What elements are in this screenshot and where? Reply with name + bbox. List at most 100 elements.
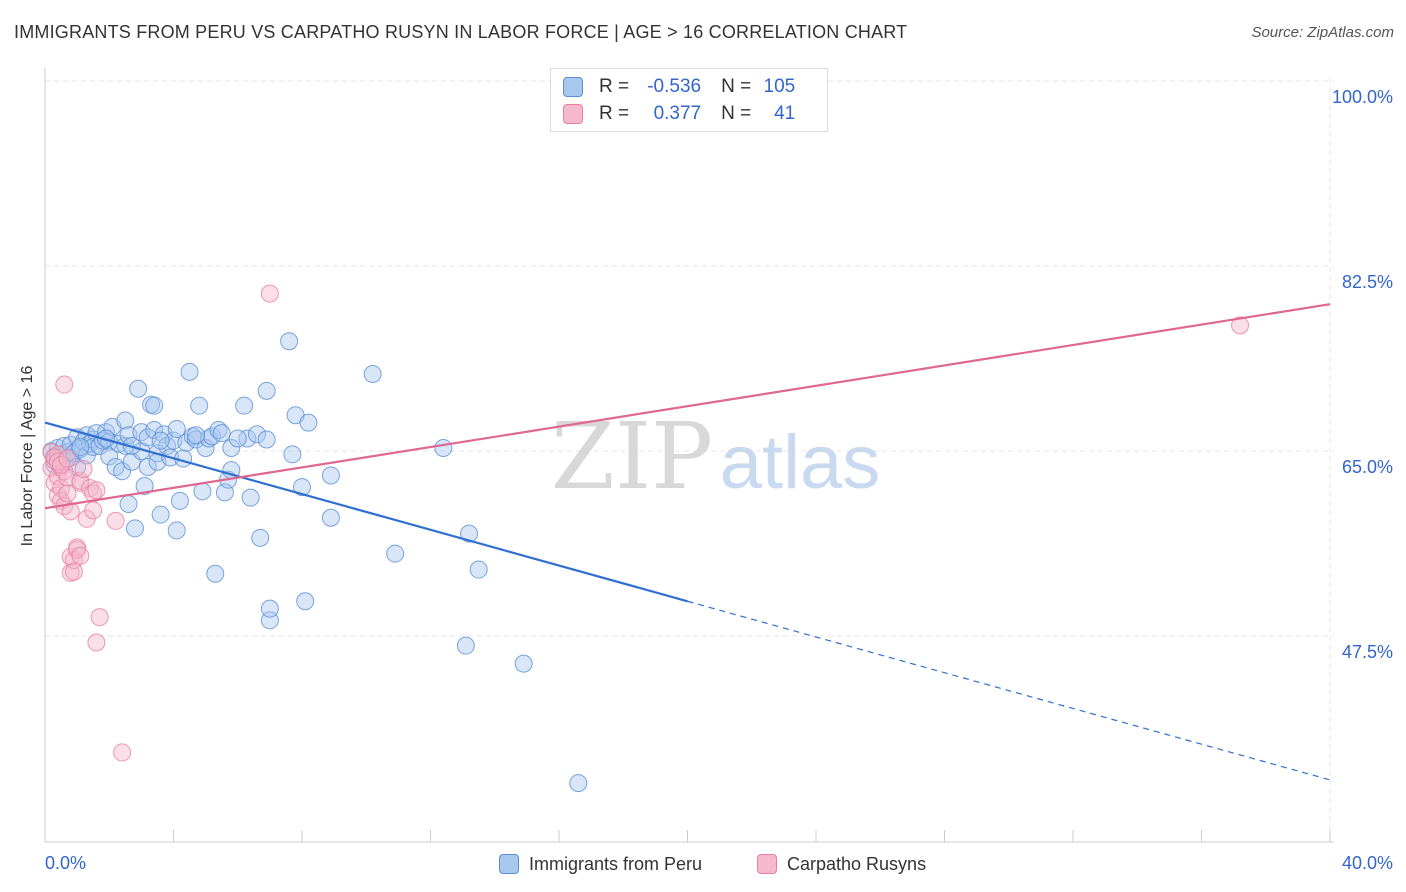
legend-r-value-peru: -0.536 — [647, 76, 702, 97]
point-rusyn — [48, 452, 67, 471]
point-peru — [170, 491, 189, 510]
point-peru — [167, 419, 186, 438]
grid-layer — [45, 78, 1334, 830]
point-peru — [116, 411, 135, 430]
point-peru — [241, 488, 260, 507]
stats-legend: R = -0.536 N = 105 R = 0.377 N = 41 — [550, 68, 828, 132]
point-rusyn — [71, 546, 90, 565]
bottom-legend-swatch-rusyn — [757, 854, 777, 874]
point-rusyn — [61, 547, 80, 566]
point-rusyn — [106, 511, 125, 530]
point-rusyn — [74, 460, 93, 479]
point-peru — [186, 426, 205, 445]
point-peru — [434, 438, 453, 457]
point-peru — [212, 424, 231, 443]
legend-n-label: N = — [721, 103, 752, 124]
point-rusyn — [84, 501, 103, 520]
source-credit: Source: ZipAtlas.com — [1251, 24, 1394, 41]
x-tick-label: 40.0% — [1342, 853, 1393, 873]
point-peru — [203, 427, 222, 446]
point-peru — [251, 528, 270, 547]
point-peru — [71, 437, 90, 456]
point-peru — [283, 445, 302, 464]
point-rusyn — [55, 375, 74, 394]
point-peru — [113, 462, 132, 481]
legend-r-label: R = — [599, 76, 630, 97]
point-peru — [257, 430, 276, 449]
point-peru — [293, 478, 311, 497]
point-peru — [257, 381, 276, 400]
point-rusyn — [52, 455, 71, 474]
point-rusyn — [84, 484, 103, 503]
bottom-legend-peru: Immigrants from Peru — [499, 852, 702, 876]
y-tick-label: 100.0% — [1332, 87, 1393, 107]
bottom-legend-swatch-peru — [499, 854, 519, 874]
point-rusyn — [113, 743, 132, 762]
point-peru — [145, 396, 164, 415]
point-peru — [138, 458, 157, 476]
point-rusyn — [58, 484, 77, 503]
point-peru — [460, 524, 479, 543]
watermark-atlas: atlas — [720, 420, 881, 505]
bottom-legend-label-rusyn: Carpatho Rusyns — [787, 853, 927, 874]
trend-line-rusyn — [44, 303, 1331, 510]
tick-label-layer: 47.5% 65.0% 82.5% 100.0% 0.0% 40.0% — [45, 87, 1393, 873]
point-peru — [321, 508, 340, 527]
point-peru — [167, 521, 186, 540]
y-tick-label: 82.5% — [1342, 272, 1393, 292]
point-peru — [228, 429, 247, 448]
point-peru — [235, 396, 254, 415]
point-peru — [386, 544, 405, 563]
point-rusyn — [58, 449, 77, 468]
x-tick-label: 0.0% — [45, 853, 86, 873]
point-peru — [177, 433, 196, 452]
trend-line-peru — [44, 421, 688, 603]
point-peru — [180, 362, 199, 381]
point-peru — [280, 332, 299, 351]
y-tick-label: 47.5% — [1342, 642, 1393, 662]
trend-line-peru-extrapolated — [687, 600, 1331, 781]
point-rusyn — [90, 608, 109, 627]
watermark-zip: ZIP — [551, 403, 713, 510]
axis-layer — [44, 68, 1334, 843]
point-peru — [135, 477, 154, 496]
point-peru — [145, 421, 164, 439]
legend-n-label: N = — [721, 76, 752, 97]
points-layer — [42, 284, 1250, 793]
point-peru — [100, 447, 119, 466]
legend-row-rusyn: R = 0.377 N = 41 — [563, 102, 795, 126]
point-rusyn — [71, 471, 90, 490]
point-peru — [209, 421, 228, 439]
point-peru — [296, 592, 315, 611]
trend-layer — [44, 303, 1331, 781]
watermark: ZIP atlas — [551, 403, 880, 510]
point-rusyn — [87, 633, 106, 652]
bottom-legend-label-peru: Immigrants from Peru — [529, 853, 703, 874]
point-peru — [469, 560, 488, 579]
point-peru — [363, 364, 382, 383]
legend-r-label: R = — [599, 103, 630, 124]
point-rusyn — [87, 481, 106, 500]
point-rusyn — [260, 284, 279, 303]
point-rusyn — [1231, 316, 1250, 335]
point-peru — [299, 413, 318, 432]
point-peru — [196, 438, 215, 457]
point-peru — [190, 396, 209, 415]
legend-swatch-peru — [563, 77, 583, 97]
point-peru — [84, 437, 103, 456]
point-rusyn — [64, 562, 83, 581]
point-peru — [119, 495, 138, 513]
point-rusyn — [61, 502, 80, 521]
point-rusyn — [80, 479, 99, 498]
point-peru — [151, 431, 170, 450]
y-tick-label: 65.0% — [1342, 457, 1393, 477]
point-peru — [248, 425, 267, 444]
legend-n-value-peru: 105 — [763, 76, 796, 97]
point-peru — [456, 636, 475, 655]
legend-n-value-rusyn: 41 — [774, 103, 796, 124]
point-peru — [129, 379, 148, 398]
point-peru — [238, 429, 257, 448]
point-peru — [151, 505, 170, 524]
point-peru — [222, 438, 241, 457]
